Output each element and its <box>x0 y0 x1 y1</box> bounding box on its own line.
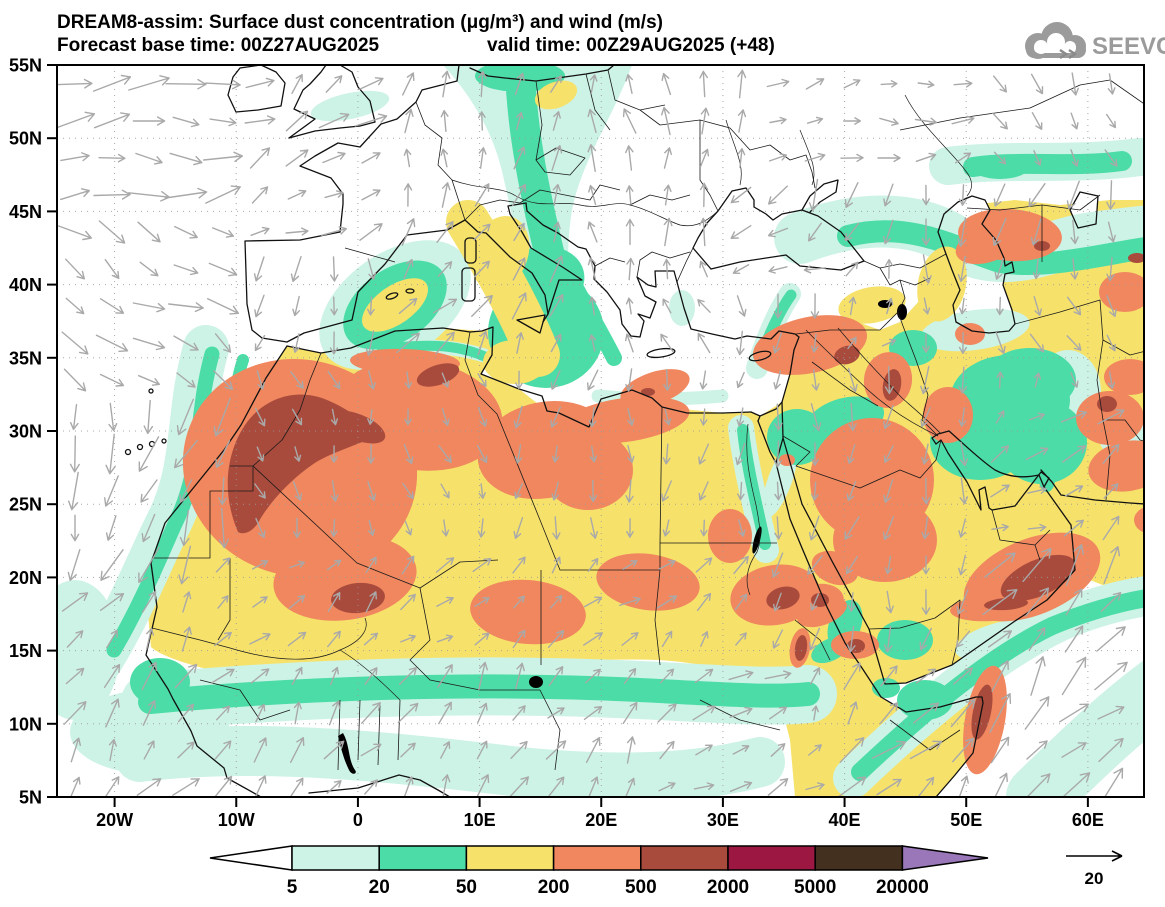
valid-time: valid time: 00Z29AUG2025 (+48) <box>487 35 775 56</box>
lon-tick-label: 10E <box>464 810 496 830</box>
wind-arrows <box>57 69 1128 797</box>
wind-reference: 20 <box>1066 850 1123 888</box>
colorbar-level-label: 5000 <box>794 877 836 898</box>
lat-tick-label: 5N <box>19 788 42 808</box>
rivers-layer <box>229 94 972 701</box>
lat-tick-label: 10N <box>9 714 42 734</box>
colorbar-level-label: 200 <box>538 877 570 898</box>
wind-reference-arrow-icon <box>1066 850 1123 862</box>
colorbar-segment <box>552 845 642 871</box>
colorbar-segment <box>378 845 468 871</box>
wind-reference-value: 20 <box>1085 869 1104 888</box>
lon-tick-label: 40E <box>829 810 861 830</box>
lon-tick-label: 10W <box>218 810 255 830</box>
colorbar-legend: 5 20 50 200 500 2000 5000 20000 <box>209 845 989 898</box>
colorbar-segment <box>465 845 555 871</box>
seevccc-logo: SEEVCCC <box>1025 22 1165 60</box>
colorbar-level-label: 20 <box>369 877 390 898</box>
lat-tick-label: 50N <box>9 129 42 149</box>
colorbar-level-label: 5 <box>287 877 298 898</box>
colorbar-segment <box>291 845 380 871</box>
cloud-icon <box>1025 22 1086 60</box>
colorbar-above-arrow <box>901 845 989 871</box>
logo-text: SEEVCCC <box>1092 33 1165 60</box>
lon-tick-label: 50E <box>950 810 982 830</box>
lat-tick-label: 25N <box>9 495 42 515</box>
latitude-axis: 55N 50N 45N 40N 35N 30N 25N 20N 15N 10N 5N <box>9 56 57 808</box>
colorbar-below-arrow <box>209 845 293 871</box>
colorbar-level-label: 2000 <box>707 877 749 898</box>
dust-yellow-accent-band <box>446 200 560 377</box>
lat-tick-label: 35N <box>9 348 42 368</box>
lat-tick-label: 20N <box>9 568 42 588</box>
lat-tick-label: 15N <box>9 641 42 661</box>
colorbar-segment <box>640 845 729 871</box>
lat-tick-label: 30N <box>9 422 42 442</box>
colorbar-segment <box>727 845 816 871</box>
lat-tick-label: 55N <box>9 56 42 76</box>
colorbar-level-label: 500 <box>625 877 657 898</box>
lon-tick-label: 20E <box>585 810 617 830</box>
title-block: DREAM8-assim: Surface dust concentration… <box>57 12 775 56</box>
lon-tick-label: 60E <box>1072 810 1104 830</box>
lat-tick-label: 45N <box>9 202 42 222</box>
wind-arrow-layer <box>57 69 1128 797</box>
lon-tick-label: 0 <box>353 810 363 830</box>
border-layer <box>151 69 1144 771</box>
colorbar-segment <box>814 845 904 871</box>
longitude-axis: 20W 10W 0 10E 20E 30E 40E 50E 60E <box>96 797 1104 830</box>
forecast-base-time: Forecast base time: 00Z27AUG2025 <box>57 35 380 56</box>
lon-tick-label: 20W <box>96 810 133 830</box>
lat-tick-label: 40N <box>9 275 42 295</box>
colorbar-level-label: 50 <box>456 877 477 898</box>
colorbar-level-label: 20000 <box>876 877 929 898</box>
lon-tick-label: 30E <box>707 810 739 830</box>
page-title: DREAM8-assim: Surface dust concentration… <box>57 12 663 33</box>
coastline-layer <box>124 65 1144 797</box>
